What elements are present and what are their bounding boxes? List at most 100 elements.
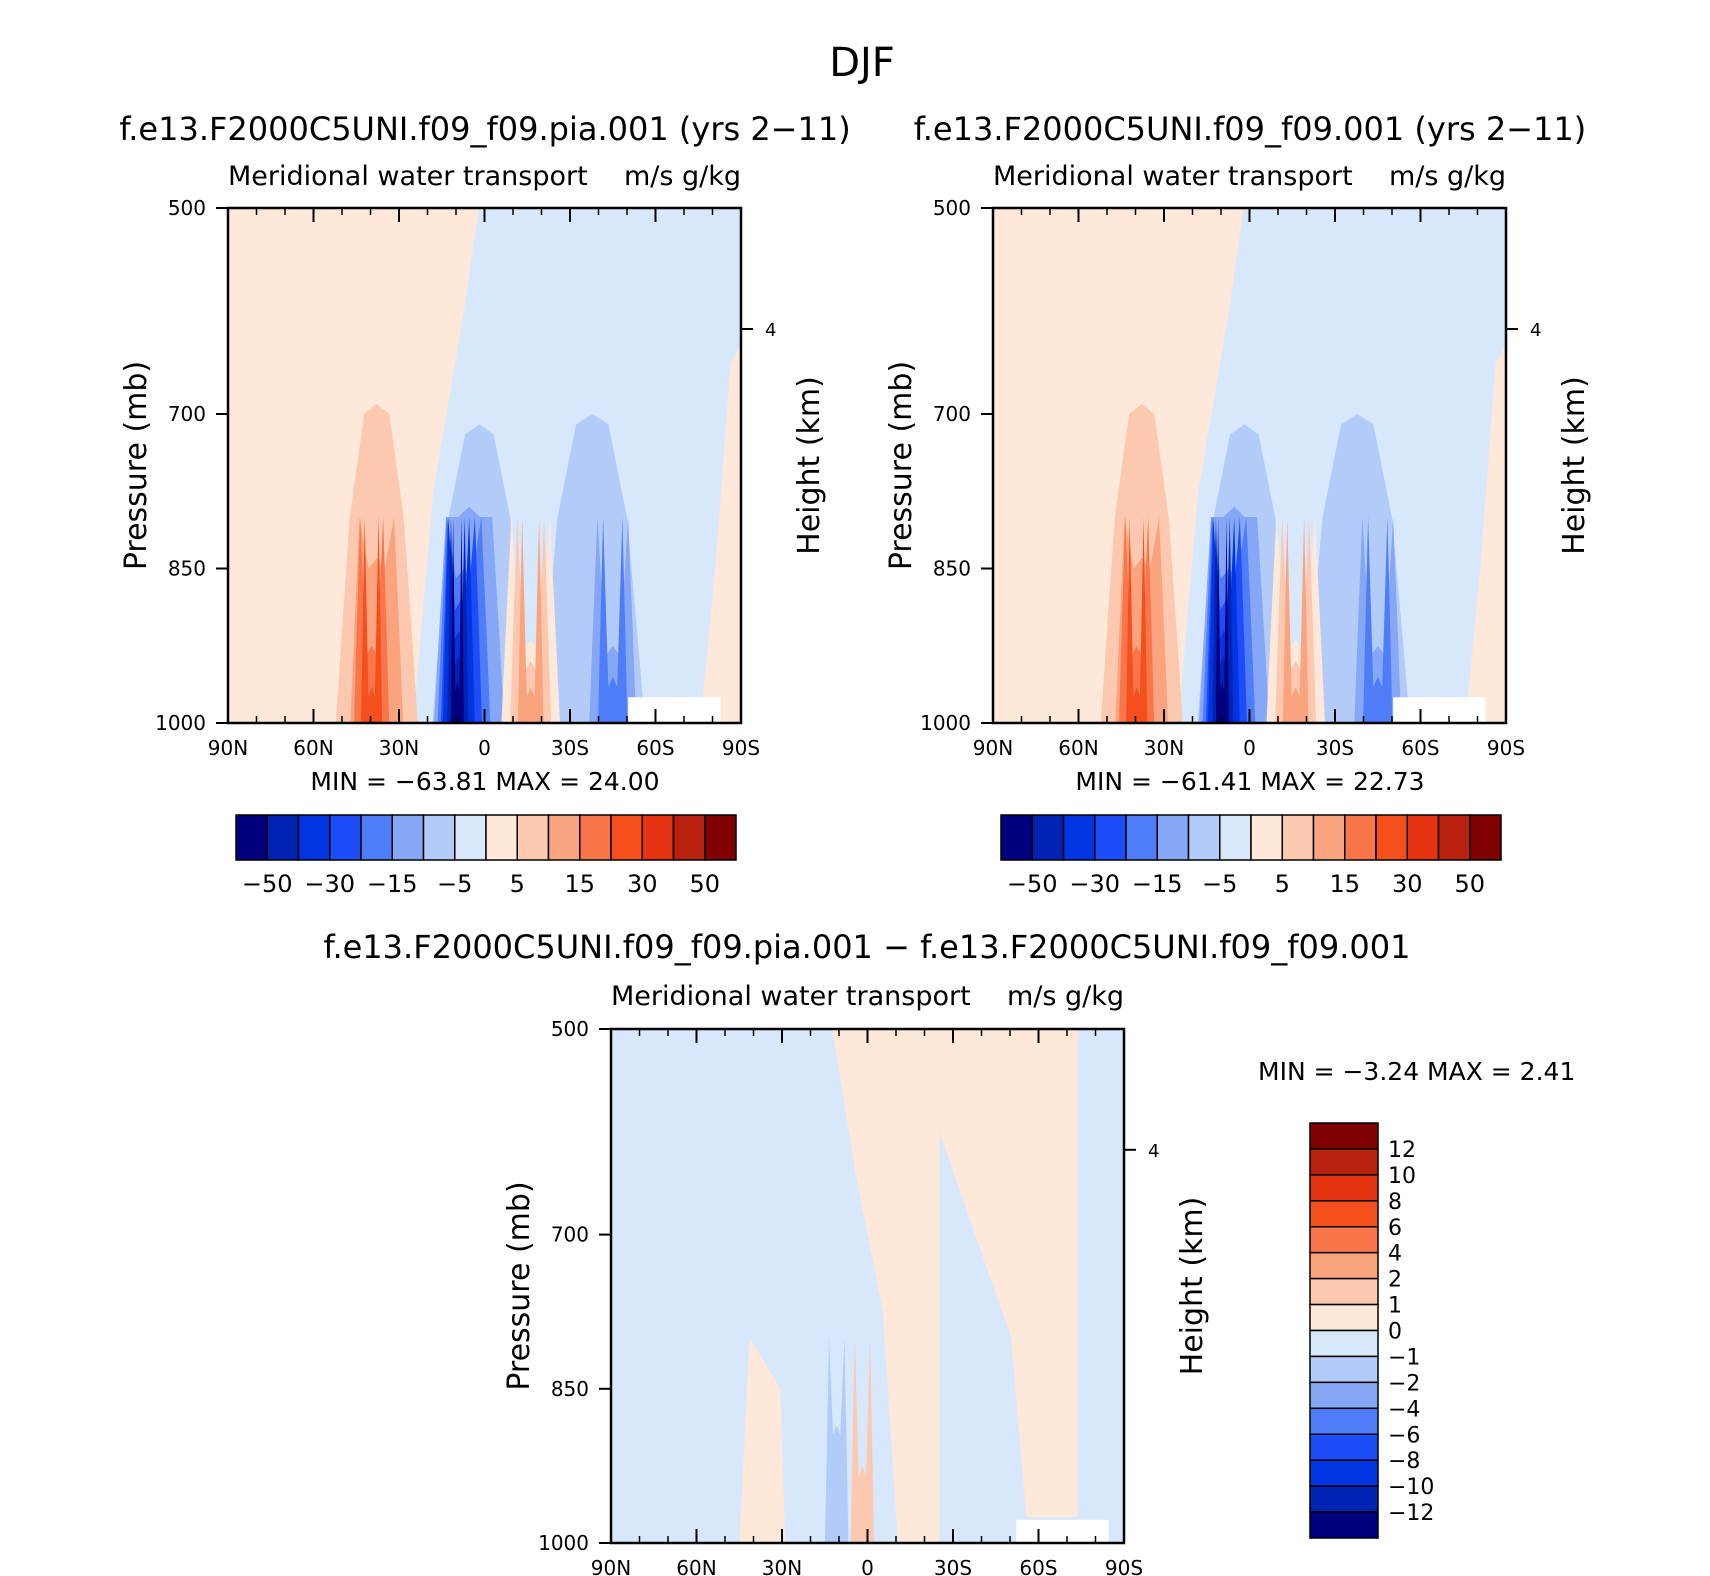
panel-subtitle-left: Meridional water transport: [611, 981, 971, 1012]
colorbar-box: [1000, 814, 1033, 861]
colorbar-box: [1031, 814, 1065, 861]
colorbar-box: [1309, 1329, 1379, 1358]
colorbar-label: 0: [1388, 1320, 1402, 1345]
right-tick-label: 4: [1530, 320, 1541, 341]
colorbar-label: 30: [627, 870, 658, 898]
x-tick-label: 60S: [636, 736, 674, 760]
colorbar-box: [579, 814, 612, 861]
colorbar-box: [1309, 1122, 1379, 1150]
x-tick-label: 90N: [973, 736, 1013, 760]
colorbar-box: [1309, 1148, 1379, 1176]
contour-field: [611, 1029, 1124, 1543]
positive-core-south-3: [1282, 517, 1309, 723]
colorbar-label: −12: [1388, 1501, 1434, 1526]
colorbar-box: [1309, 1459, 1379, 1487]
x-tick-label: 90N: [591, 1556, 631, 1576]
positive-core-south-3: [517, 517, 544, 723]
colorbar-label: −5: [1202, 870, 1237, 898]
colorbar-box: [1062, 814, 1096, 861]
colorbar-label: 15: [1329, 870, 1360, 898]
y-axis-label: Pressure (mb): [119, 361, 154, 570]
colorbar-label: −50: [242, 870, 293, 898]
colorbar-box: [610, 814, 643, 861]
y-axis-label-right: Height (km): [1557, 376, 1592, 555]
colorbar: −50 −30 −15 −5 5 15 30 50: [1000, 814, 1502, 898]
colorbar-box: [454, 814, 487, 861]
colorbar-label: −10: [1388, 1475, 1434, 1500]
colorbar-label: 30: [1392, 870, 1423, 898]
colorbar-label: 50: [1454, 870, 1485, 898]
x-tick-label: 90S: [1487, 736, 1525, 760]
x-tick-label: 30N: [762, 1556, 802, 1576]
panel-title: f.e13.F2000C5UNI.f09_f09.pia.001 − f.e13…: [324, 928, 1411, 966]
y-tick-label: 500: [551, 1017, 589, 1041]
colorbar-box: [329, 814, 362, 861]
x-tick-label: 30S: [1316, 736, 1354, 760]
x-tick-label: 60N: [293, 736, 333, 760]
y-tick-label: 700: [933, 402, 971, 426]
colorbar-box: [1219, 814, 1252, 861]
negative-core-south-2: [598, 517, 628, 723]
colorbar-box: [1156, 814, 1190, 861]
colorbar-box: [1309, 1485, 1379, 1513]
x-tick-label: 30N: [379, 736, 419, 760]
panels: f.e13.F2000C5UNI.f09_f09.pia.001 (yrs 2−…: [119, 110, 1592, 1576]
colorbar-label: −5: [437, 870, 472, 898]
x-tick-label: 90S: [1105, 1556, 1143, 1576]
colorbar-box: [1309, 1433, 1379, 1461]
panel-title: f.e13.F2000C5UNI.f09_f09.001 (yrs 2−11): [914, 110, 1586, 148]
panel-1: f.e13.F2000C5UNI.f09_f09.pia.001 (yrs 2−…: [119, 110, 851, 898]
colorbar-label: 12: [1388, 1138, 1416, 1163]
y-tick-label: 850: [168, 557, 206, 581]
colorbar-label: 5: [510, 870, 525, 898]
x-tick-label: 30S: [551, 736, 589, 760]
colorbar-box: [1309, 1174, 1379, 1202]
colorbar-label: 10: [1388, 1164, 1416, 1189]
positive-band-center: [832, 1029, 1078, 1543]
y-tick-label: 850: [551, 1377, 589, 1401]
positive-polar-south: [700, 345, 741, 723]
negative-core-7: [1215, 517, 1229, 723]
colorbar-box: [1281, 814, 1315, 861]
colorbar-box: [422, 814, 456, 861]
figure-title: DJF: [829, 40, 895, 86]
positive-core-north-4: [361, 517, 383, 723]
positive-polar-south: [1465, 345, 1506, 723]
negative-core-south-2: [1363, 517, 1393, 723]
colorbar-label: 2: [1388, 1268, 1402, 1293]
x-tick-label: 30N: [1144, 736, 1184, 760]
y-axis-label-right: Height (km): [1175, 1197, 1210, 1376]
colorbar-label: −1: [1388, 1345, 1420, 1370]
colorbar-box: [266, 814, 300, 861]
colorbar-box: [516, 814, 550, 861]
x-tick-label: 30S: [934, 1556, 972, 1576]
colorbar-box: [1309, 1277, 1379, 1306]
panel-subtitle-right: m/s g/kg: [624, 161, 741, 192]
positive-spot-1: [850, 1337, 875, 1543]
y-tick-label: 850: [933, 557, 971, 581]
colorbar-label: −8: [1388, 1449, 1420, 1474]
panel-subtitle-right: m/s g/kg: [1007, 981, 1124, 1012]
colorbar-box: [391, 814, 425, 861]
panel-subtitle-left: Meridional water transport: [993, 161, 1353, 192]
colorbar-box: [1309, 1303, 1379, 1332]
x-tick-label: 0: [1243, 736, 1256, 760]
colorbar-box: [1309, 1511, 1379, 1539]
colorbar-label: −15: [1132, 870, 1183, 898]
colorbar-label: −30: [1069, 870, 1120, 898]
colorbar-label: −15: [367, 870, 418, 898]
colorbar-box: [1375, 814, 1408, 861]
colorbar-label: 8: [1388, 1190, 1402, 1215]
y-tick-label: 1000: [538, 1531, 589, 1555]
min-max-stats: MIN = −61.41 MAX = 22.73: [1075, 767, 1424, 796]
colorbar-label: −2: [1388, 1371, 1420, 1396]
panel-subtitle-left: Meridional water transport: [228, 161, 588, 192]
y-axis-label: Pressure (mb): [502, 1181, 537, 1390]
panel-title: f.e13.F2000C5UNI.f09_f09.pia.001 (yrs 2−…: [119, 110, 850, 148]
colorbar-box: [704, 814, 737, 861]
colorbar-box: [360, 814, 393, 861]
colorbar-box: [1309, 1381, 1379, 1410]
colorbar-box: [1469, 814, 1502, 861]
negative-core-7: [450, 517, 464, 723]
